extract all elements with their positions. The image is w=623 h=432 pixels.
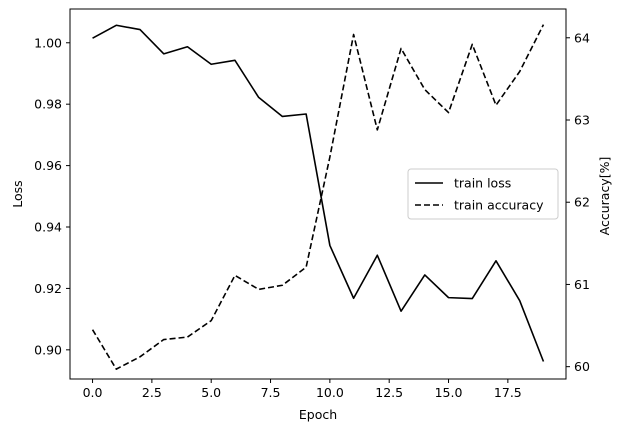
plot-lines	[91, 24, 545, 370]
right-y-tick-label: 63	[574, 113, 590, 128]
right-y-axis-title: Accuracy[%]	[597, 157, 612, 236]
right-y-tick-label: 61	[574, 277, 590, 292]
x-axis-ticks: 0.0 2.5 5.0 7.5 10.0 12.5 15.0 17.5	[83, 379, 522, 400]
x-axis-title: Epoch	[299, 407, 337, 422]
right-y-tick-label: 62	[574, 195, 590, 210]
right-y-tick-label: 64	[574, 30, 590, 45]
right-y-tick-label: 60	[574, 359, 590, 374]
series-line-train-loss	[92, 24, 545, 362]
plot-frame	[69, 8, 567, 380]
x-tick-label: 5.0	[201, 385, 221, 400]
right-y-axis-ticks: 60 61 62 63 64	[566, 30, 590, 374]
left-y-tick-label: 0.94	[34, 220, 62, 235]
left-y-tick-label: 0.96	[34, 158, 62, 173]
legend: train loss train accuracy	[407, 168, 559, 220]
left-y-tick-label: 0.92	[34, 281, 62, 296]
series-line-train-accuracy	[91, 24, 545, 370]
x-tick-label: 0.0	[83, 385, 103, 400]
left-y-axis-ticks: 0.90 0.92 0.94 0.96 0.98 1.00	[34, 35, 70, 357]
x-tick-label: 12.5	[375, 385, 403, 400]
x-tick-label: 7.5	[261, 385, 281, 400]
legend-label-train-accuracy: train accuracy	[454, 198, 544, 213]
left-y-tick-label: 0.98	[34, 97, 62, 112]
x-tick-label: 2.5	[142, 385, 162, 400]
x-tick-label: 17.5	[494, 385, 522, 400]
legend-label-train-loss: train loss	[454, 176, 511, 191]
left-y-tick-label: 1.00	[34, 35, 62, 50]
x-tick-label: 15.0	[435, 385, 463, 400]
legend-box	[407, 168, 559, 220]
left-y-axis-title: Loss	[10, 180, 25, 207]
x-tick-label: 10.0	[316, 385, 344, 400]
left-y-tick-label: 0.90	[34, 342, 62, 357]
